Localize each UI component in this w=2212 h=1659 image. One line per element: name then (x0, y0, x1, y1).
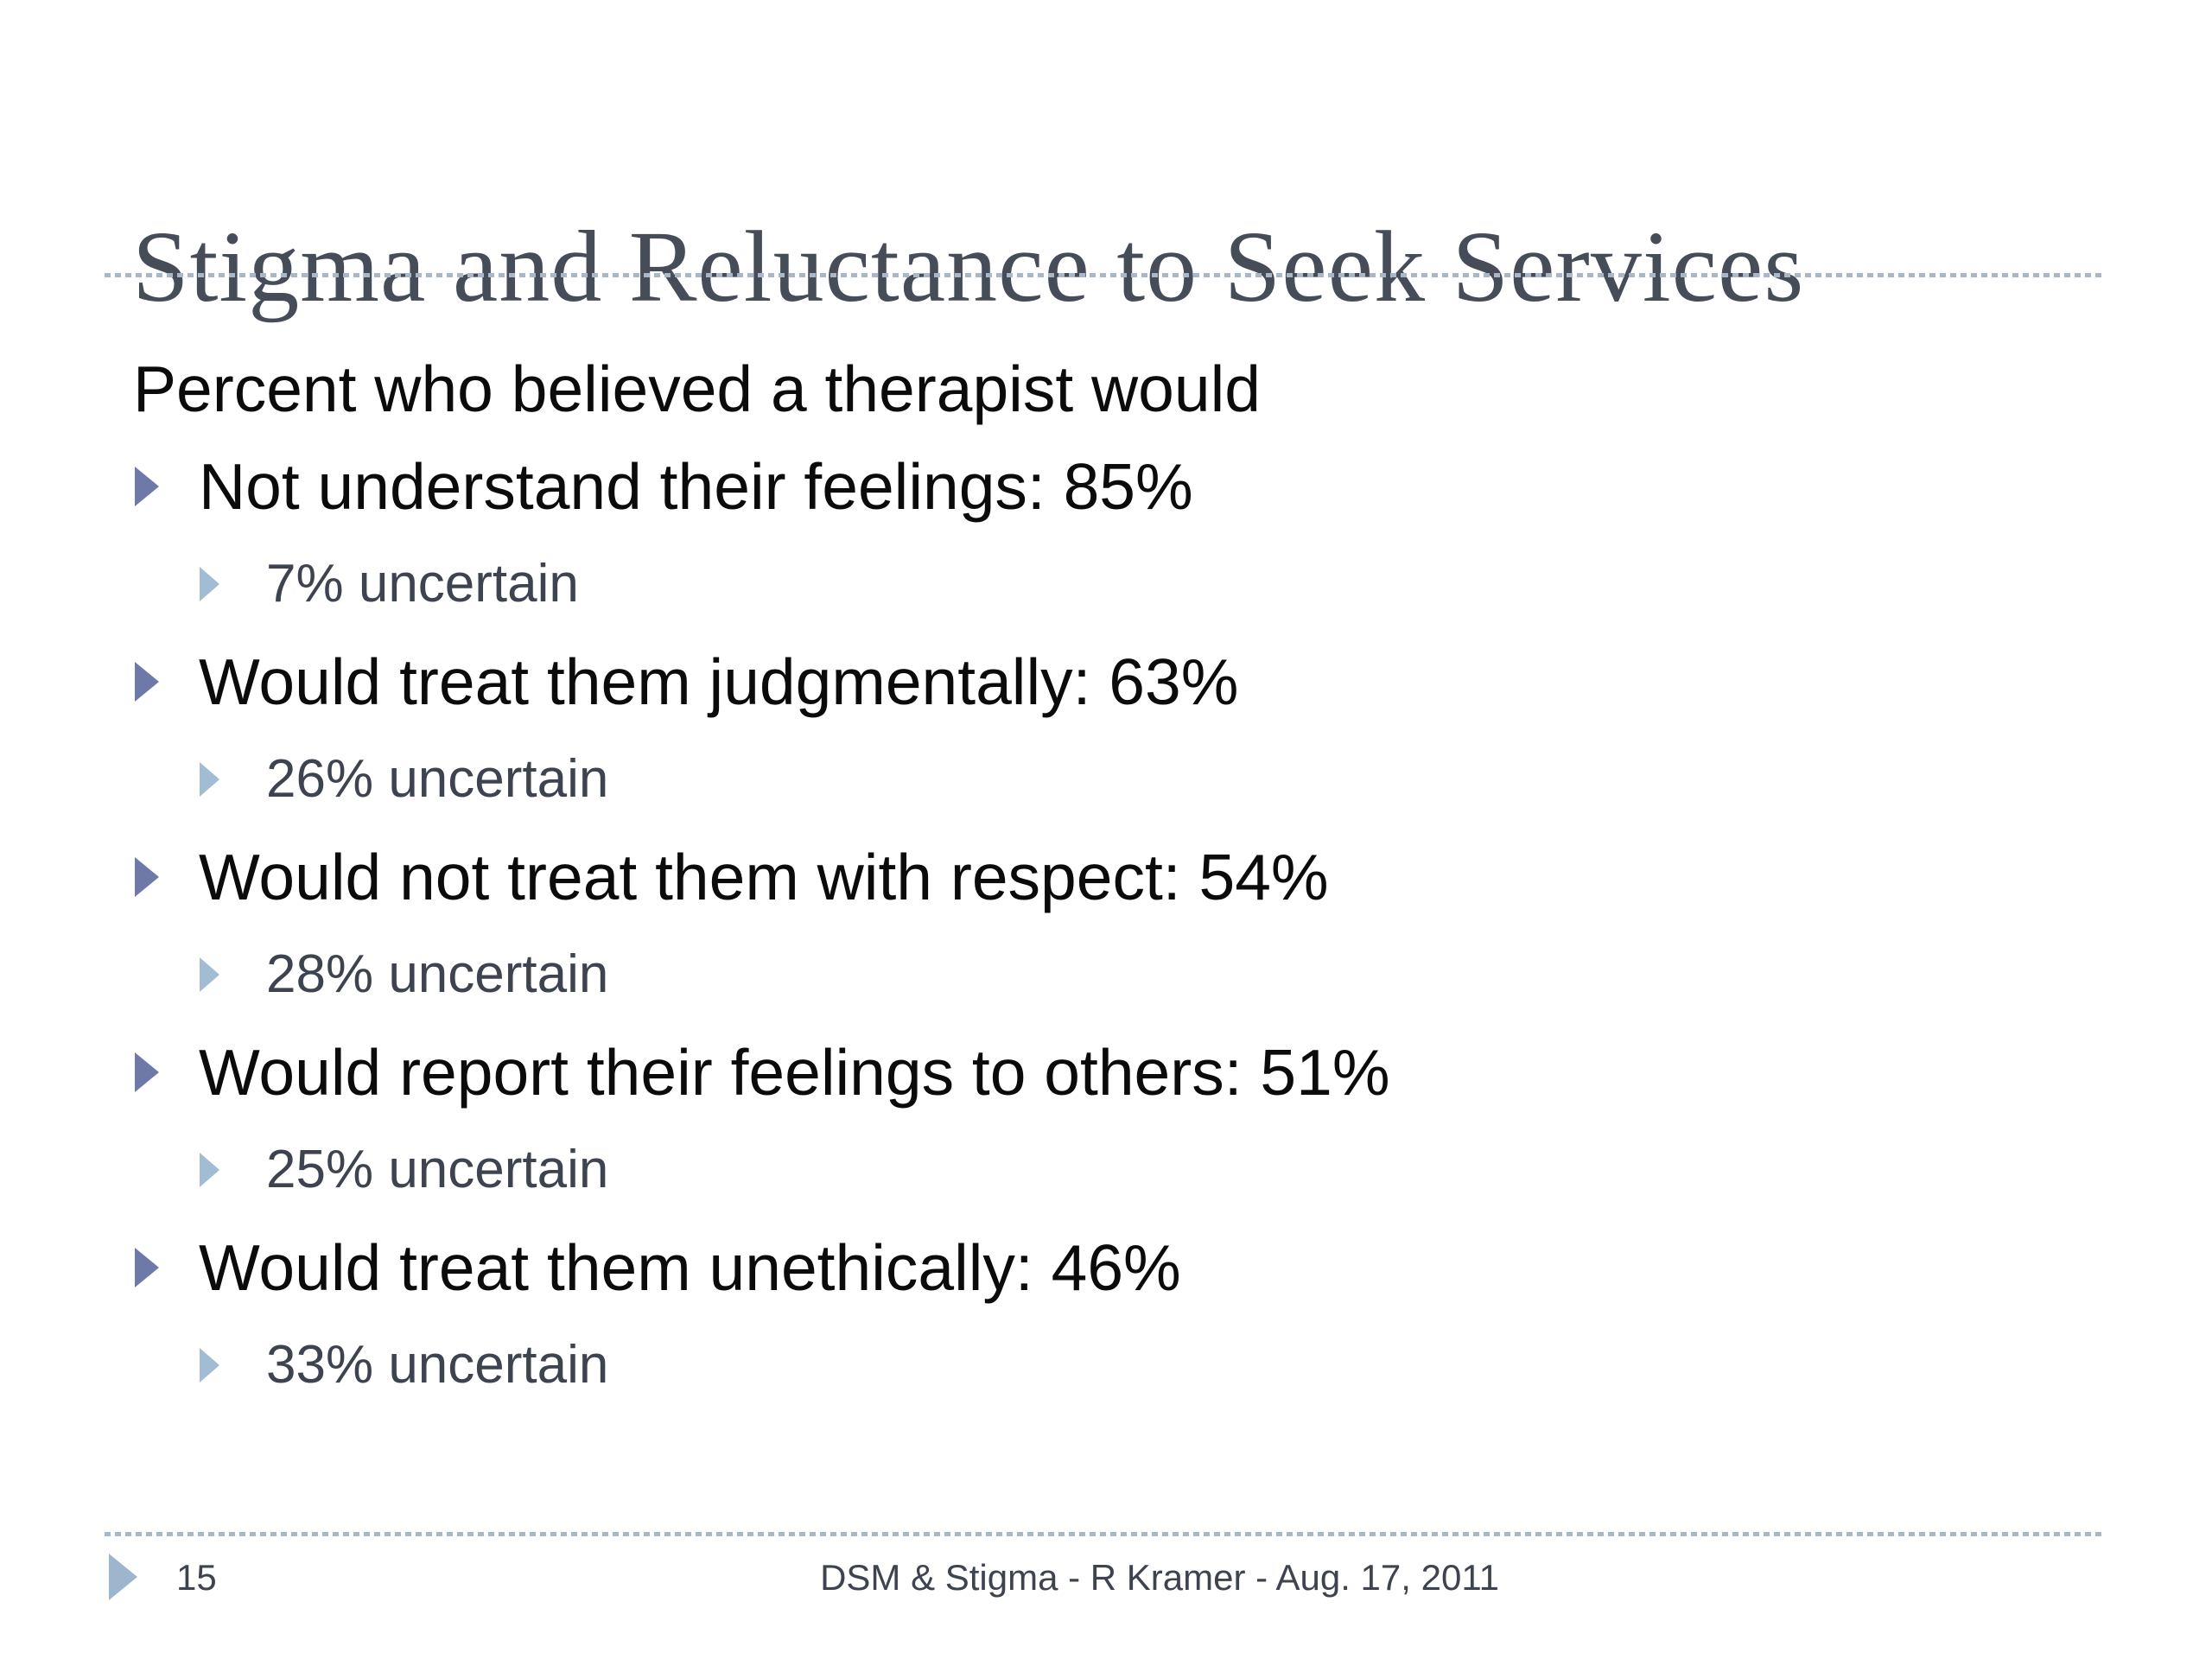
bullet-text: Would treat them judgmentally: 63% (199, 645, 1239, 718)
sub-bullet-triangle-icon (200, 761, 219, 797)
sub-bullet-triangle-icon (200, 566, 219, 601)
bullet-text: Would report their feelings to others: 5… (199, 1035, 1390, 1109)
footer-caption: DSM & Stigma - R Kramer - Aug. 17, 2011 (820, 1557, 1499, 1598)
sub-bullet-item: 7% uncertain (130, 535, 2117, 632)
bullet-item: Would report their feelings to others: 5… (130, 1023, 2117, 1121)
page-number: 15 (176, 1557, 217, 1598)
title-divider-dashed-line (105, 273, 2102, 277)
bullet-item: Would treat them unethically: 46% (130, 1218, 2117, 1316)
bullet-item: Would treat them judgmentally: 63% (130, 632, 2117, 730)
sub-bullet-text: 7% uncertain (266, 554, 579, 613)
slide-body: Percent who believed a therapist would N… (130, 340, 2117, 1414)
slide-title: Stigma and Reluctance to Seek Services (132, 210, 1805, 324)
bullet-triangle-icon (135, 661, 159, 702)
footer-arrow-icon (109, 1554, 137, 1600)
sub-bullet-item: 26% uncertain (130, 730, 2117, 828)
bullet-triangle-icon (135, 856, 159, 897)
sub-bullet-text: 25% uncertain (266, 1140, 609, 1199)
bullet-item: Not understand their feelings: 85% (130, 437, 2117, 535)
sub-bullet-triangle-icon (200, 1347, 219, 1382)
bullet-item: Would not treat them with respect: 54% (130, 828, 2117, 925)
intro-text: Percent who believed a therapist would (130, 340, 2117, 437)
sub-bullet-text: 28% uncertain (266, 944, 609, 1004)
slide-footer: 15 DSM & Stigma - R Kramer - Aug. 17, 20… (0, 1550, 2212, 1611)
intro-text-label: Percent who believed a therapist would (133, 352, 1261, 425)
bullet-list: Not understand their feelings: 85% 7% un… (130, 437, 2117, 1414)
sub-bullet-triangle-icon (200, 1152, 219, 1187)
sub-bullet-item: 33% uncertain (130, 1316, 2117, 1414)
sub-bullet-text: 33% uncertain (266, 1335, 609, 1395)
sub-bullet-text: 26% uncertain (266, 749, 609, 809)
bullet-text: Would treat them unethically: 46% (199, 1230, 1181, 1304)
bullet-text: Would not treat them with respect: 54% (199, 840, 1329, 913)
sub-bullet-item: 25% uncertain (130, 1121, 2117, 1218)
footer-divider-dashed-line (105, 1532, 2102, 1536)
bullet-triangle-icon (135, 1052, 159, 1092)
bullet-triangle-icon (135, 466, 159, 506)
bullet-text: Not understand their feelings: 85% (199, 449, 1193, 523)
sub-bullet-item: 28% uncertain (130, 925, 2117, 1023)
bullet-triangle-icon (135, 1247, 159, 1287)
sub-bullet-triangle-icon (200, 957, 219, 992)
